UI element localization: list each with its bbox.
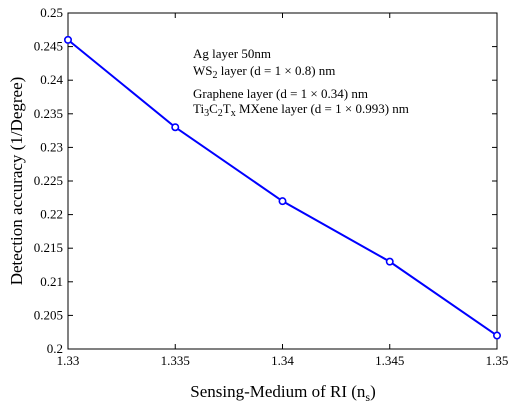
annotation-ag-layer: Ag layer 50nm bbox=[193, 46, 271, 61]
x-tick-label: 1.33 bbox=[57, 353, 80, 368]
x-axis-label: Sensing-Medium of RI (ns) bbox=[190, 382, 376, 404]
x-axis-label-main: Sensing-Medium of RI (n bbox=[190, 382, 366, 401]
data-point bbox=[385, 257, 394, 266]
annotation-graphene-layer: Graphene layer (d = 1 × 0.34) nm bbox=[193, 86, 368, 101]
axis-ticks: 0.2 0.205 0.21 0.215 0.22 0.225 0.23 0.235 0.24 0… bbox=[34, 5, 508, 368]
y-tick-label: 0.22 bbox=[40, 207, 63, 222]
x-tick-label: 1.345 bbox=[375, 353, 404, 368]
y-axis-label: Detection accuracy (1/Degree) bbox=[7, 77, 26, 286]
y-tick-label: 0.245 bbox=[34, 39, 63, 54]
x-axis-label-close: ) bbox=[370, 382, 376, 401]
annotation-ws2-layer: WS2 layer (d = 1 × 0.8) nm bbox=[193, 63, 335, 81]
data-point bbox=[278, 197, 287, 206]
y-tick-label: 0.25 bbox=[40, 5, 63, 20]
y-tick-label: 0.24 bbox=[40, 72, 63, 87]
y-tick-label: 0.21 bbox=[40, 274, 63, 289]
x-axis-label-sub: s bbox=[365, 390, 370, 404]
series-group bbox=[64, 35, 501, 340]
x-tick-label: 1.335 bbox=[161, 353, 190, 368]
y-tick-label: 0.225 bbox=[34, 173, 63, 188]
y-tick-label: 0.2 bbox=[47, 341, 63, 356]
data-point bbox=[171, 123, 180, 132]
data-point bbox=[64, 35, 73, 44]
data-point bbox=[492, 331, 501, 340]
plot-area bbox=[67, 12, 498, 350]
y-tick-label: 0.235 bbox=[34, 106, 63, 121]
x-tick-label: 1.35 bbox=[486, 353, 508, 368]
y-tick-label: 0.205 bbox=[34, 307, 63, 322]
y-tick-label: 0.23 bbox=[40, 139, 63, 154]
x-tick-label: 1.34 bbox=[271, 353, 294, 368]
y-tick-label: 0.215 bbox=[34, 240, 63, 255]
annotation-mxene-layer: Ti3C2Tx MXene layer (d = 1 × 0.993) nm bbox=[193, 101, 409, 119]
